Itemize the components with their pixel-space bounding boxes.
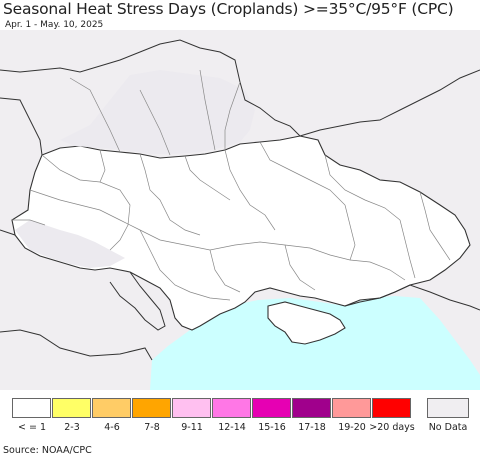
legend-swatch: [252, 398, 291, 418]
moldova-border: [109, 271, 166, 331]
province-borders: [12, 69, 451, 301]
legend-swatch-no-data: [427, 398, 469, 418]
map-title: Seasonal Heat Stress Days (Croplands) >=…: [3, 0, 454, 18]
legend-swatch: [52, 398, 91, 418]
legend-label: 19-20: [338, 422, 366, 433]
legend-swatch: [212, 398, 251, 418]
legend-label: 17-18: [298, 422, 326, 433]
map-subtitle: Apr. 1 - May. 10, 2025: [5, 20, 104, 30]
legend-label-no-data: No Data: [428, 422, 468, 433]
legend-label: 12-14: [218, 422, 246, 433]
northern-border: [0, 39, 301, 137]
legend-swatch: [172, 398, 211, 418]
crimea: [267, 301, 346, 345]
legend-swatch: [12, 398, 51, 418]
legend: < = 1 2-3 4-6 7-8 9-11 12-14 15-16 17-18…: [0, 396, 480, 436]
legend-swatch: [332, 398, 371, 418]
western-border: [0, 97, 43, 156]
legend-swatch: [372, 398, 411, 418]
legend-label: 9-11: [181, 422, 203, 433]
legend-label: 4-6: [104, 422, 120, 433]
northern-no-data-region: [60, 70, 255, 154]
azov-coast: [344, 284, 480, 311]
southwest-border: [0, 229, 153, 361]
legend-swatch: [132, 398, 171, 418]
legend-label: 7-8: [144, 422, 160, 433]
legend-label: >20 days: [369, 422, 415, 433]
legend-label: 2-3: [64, 422, 80, 433]
legend-label: < = 1: [17, 422, 46, 433]
heat-stress-map: [0, 30, 480, 390]
russia-border: [299, 69, 480, 137]
legend-swatch: [292, 398, 331, 418]
legend-swatch: [92, 398, 131, 418]
source-credit: Source: NOAA/CPC: [3, 445, 92, 456]
black-sea: [150, 296, 480, 390]
western-no-data-region: [15, 220, 125, 268]
ukraine-land: [11, 135, 471, 331]
legend-label: 15-16: [258, 422, 286, 433]
